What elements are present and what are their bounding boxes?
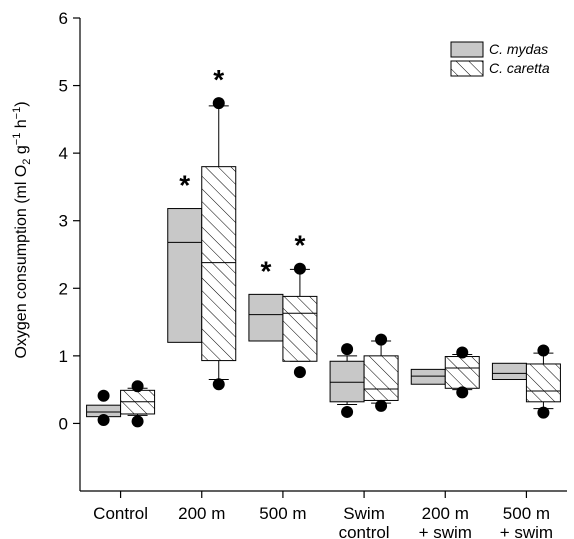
y-axis-label: Oxygen consumption (ml O2 g−1 h−1) bbox=[11, 101, 33, 358]
x-tick-label: 200 m bbox=[178, 504, 225, 523]
box-c-mydas: * bbox=[248, 255, 284, 342]
box-c-mydas bbox=[491, 362, 527, 381]
x-tick-label: Swim bbox=[343, 504, 385, 523]
outlier-point bbox=[212, 97, 225, 110]
legend-swatch bbox=[450, 41, 484, 58]
outlier-point bbox=[537, 344, 550, 357]
outlier-point bbox=[456, 346, 469, 359]
box-c-caretta bbox=[444, 346, 480, 399]
box-c-mydas: * bbox=[167, 170, 203, 343]
box-c-caretta bbox=[120, 380, 156, 428]
box-c-mydas bbox=[329, 343, 365, 418]
x-tick-label: 500 m bbox=[503, 504, 550, 523]
y-tick-label: 6 bbox=[59, 9, 68, 28]
significance-asterisk: * bbox=[179, 170, 190, 201]
y-tick-label: 5 bbox=[59, 77, 68, 96]
box-iqr bbox=[329, 360, 365, 403]
legend-label: C. caretta bbox=[489, 60, 550, 76]
legend-swatch bbox=[450, 60, 484, 77]
y-tick-label: 2 bbox=[59, 279, 68, 298]
legend-label: C. mydas bbox=[489, 41, 548, 57]
box-iqr bbox=[282, 295, 318, 362]
outlier-point bbox=[375, 333, 388, 346]
outlier-point bbox=[341, 343, 354, 356]
outlier-point bbox=[375, 399, 388, 412]
y-tick-label: 0 bbox=[59, 414, 68, 433]
box-c-mydas bbox=[410, 368, 446, 385]
outlier-point bbox=[456, 386, 469, 399]
y-axis-ticks: 0 1 2 3 4 5 6 bbox=[59, 9, 80, 433]
x-tick-label: 200 m bbox=[422, 504, 469, 523]
significance-asterisk: * bbox=[294, 230, 305, 261]
box-iqr bbox=[410, 368, 446, 385]
outlier-point bbox=[293, 262, 306, 275]
box-c-caretta bbox=[363, 333, 399, 412]
legend: C. mydas C. caretta bbox=[450, 41, 550, 77]
box-c-caretta: * bbox=[282, 230, 318, 379]
outlier-point bbox=[131, 415, 144, 428]
box-iqr bbox=[444, 356, 480, 389]
outlier-point bbox=[212, 378, 225, 391]
x-tick-label: control bbox=[339, 523, 390, 539]
outlier-point bbox=[97, 414, 110, 427]
box-iqr bbox=[248, 293, 284, 342]
box-iqr bbox=[525, 363, 561, 403]
y-tick-label: 1 bbox=[59, 347, 68, 366]
significance-asterisk: * bbox=[213, 64, 224, 95]
y-tick-label: 4 bbox=[59, 144, 68, 163]
box-iqr bbox=[201, 166, 237, 362]
outlier-point bbox=[293, 366, 306, 379]
outlier-point bbox=[131, 380, 144, 393]
axes bbox=[79, 18, 567, 492]
outlier-point bbox=[537, 406, 550, 419]
x-tick-label: + swim bbox=[500, 523, 553, 539]
box-c-mydas bbox=[86, 389, 122, 427]
significance-asterisk: * bbox=[260, 255, 271, 286]
x-tick-label: + swim bbox=[419, 523, 472, 539]
box-iqr bbox=[491, 362, 527, 381]
box-c-caretta: * bbox=[201, 64, 237, 391]
box-iqr bbox=[167, 208, 203, 343]
outlier-point bbox=[341, 405, 354, 418]
outlier-point bbox=[97, 389, 110, 402]
x-tick-label: 500 m bbox=[259, 504, 306, 523]
box-c-caretta bbox=[525, 344, 561, 419]
box-iqr bbox=[363, 355, 399, 401]
y-tick-label: 3 bbox=[59, 212, 68, 231]
x-tick-label: Control bbox=[93, 504, 148, 523]
box-plot-series: * * * * bbox=[86, 64, 561, 428]
